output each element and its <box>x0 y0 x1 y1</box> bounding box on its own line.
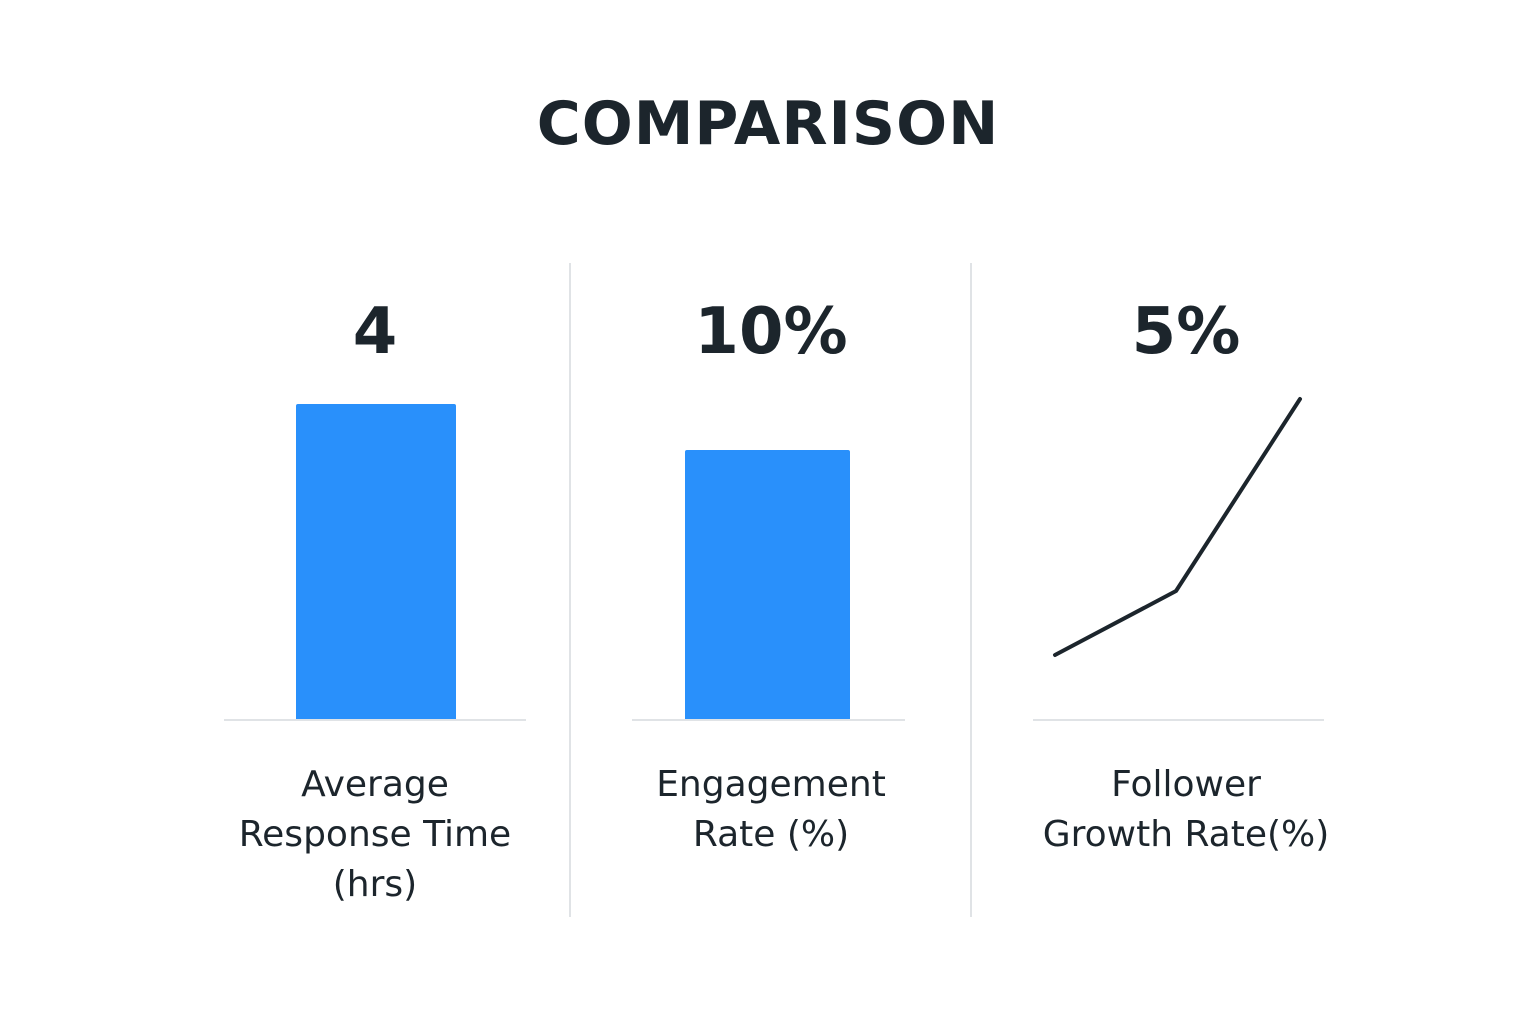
follower-growth-value: 5% <box>1131 295 1241 369</box>
chart-title: COMPARISON <box>536 89 1000 159</box>
panel-engagement-rate: 10% Engagement Rate (%) <box>571 0 971 1024</box>
response-time-baseline <box>224 719 526 721</box>
follower-growth-label-line-2: Growth Rate(%) <box>1042 814 1330 855</box>
response-time-label-line-1: Average <box>301 764 449 805</box>
panel-divider-2 <box>970 263 972 917</box>
engagement-rate-label-line-1: Engagement <box>656 764 886 805</box>
follower-growth-baseline <box>1033 719 1324 721</box>
engagement-rate-value: 10% <box>694 295 848 369</box>
response-time-bar <box>296 404 456 719</box>
response-time-label-line-2: Response Time <box>238 814 512 855</box>
panel-response-time: 4 Average Response Time (hrs) <box>175 0 575 1024</box>
response-time-value: 4 <box>352 295 398 369</box>
panel-divider-1 <box>569 263 571 917</box>
engagement-rate-label-line-2: Rate (%) <box>692 814 850 855</box>
follower-growth-label: Follower Growth Rate(%) <box>986 760 1386 860</box>
engagement-rate-baseline <box>632 719 905 721</box>
response-time-label: Average Response Time (hrs) <box>175 760 575 910</box>
follower-growth-label-line-1: Follower <box>1111 764 1261 805</box>
response-time-label-line-3: (hrs) <box>332 864 418 905</box>
engagement-rate-label: Engagement Rate (%) <box>571 760 971 860</box>
engagement-rate-bar <box>685 449 850 719</box>
panel-follower-growth: 5% Follower Growth Rate(%) <box>986 0 1386 1024</box>
